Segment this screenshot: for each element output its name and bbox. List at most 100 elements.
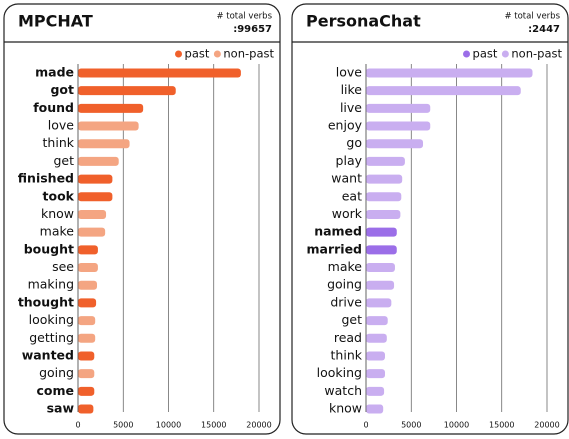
y-tick-label: married	[307, 241, 363, 256]
bar	[78, 298, 97, 308]
x-tick-label: 5000	[401, 421, 421, 430]
bar	[366, 86, 521, 96]
y-tick-label: finished	[18, 171, 74, 186]
y-tick-label: thought	[18, 294, 74, 309]
y-tick-label: get	[53, 153, 74, 168]
bar	[366, 227, 397, 237]
bar	[78, 386, 95, 396]
legend-label: past	[473, 47, 498, 61]
x-tick-label: 15000	[201, 421, 226, 430]
bar	[78, 263, 98, 273]
bar	[78, 174, 113, 184]
y-tick-label: named	[314, 224, 362, 239]
y-tick-label: looking	[317, 365, 362, 380]
y-tick-label: live	[340, 100, 362, 115]
bar	[78, 156, 119, 166]
y-tick-label: think	[331, 347, 363, 362]
bar	[78, 404, 94, 414]
bar	[78, 192, 113, 202]
y-tick-label: get	[341, 312, 362, 327]
legend-label: non-past	[223, 47, 274, 61]
bar	[78, 245, 98, 255]
bar	[78, 139, 130, 149]
y-tick-label: read	[334, 330, 362, 345]
bar	[366, 192, 402, 202]
y-tick-label: enjoy	[328, 118, 363, 133]
y-tick-label: eat	[342, 188, 362, 203]
legend-label: past	[185, 47, 210, 61]
x-tick-label: 10000	[156, 421, 181, 430]
y-tick-label: found	[33, 100, 74, 115]
bar	[78, 351, 95, 361]
bar	[366, 121, 431, 131]
y-tick-label: want	[331, 171, 362, 186]
y-tick-label: know	[41, 206, 74, 221]
y-tick-label: know	[329, 401, 362, 416]
x-tick-label: 5000	[113, 421, 133, 430]
bar	[366, 351, 386, 361]
bar	[78, 369, 95, 379]
bar	[366, 139, 424, 149]
legend-swatch	[501, 50, 509, 58]
y-tick-label: like	[341, 82, 363, 97]
bar	[366, 316, 388, 326]
y-tick-label: work	[332, 206, 363, 221]
y-tick-label: got	[50, 82, 74, 97]
y-tick-label: love	[48, 118, 75, 133]
bar	[366, 209, 401, 219]
bar	[366, 68, 533, 78]
y-tick-label: make	[40, 224, 75, 239]
legend-swatch	[463, 50, 471, 58]
bar	[366, 263, 395, 273]
y-tick-label: saw	[47, 401, 75, 416]
bar	[366, 280, 395, 290]
bar	[78, 68, 241, 78]
bar	[366, 404, 384, 414]
x-tick-label: 15000	[489, 421, 514, 430]
bar	[78, 280, 98, 290]
panel	[3, 3, 281, 435]
y-tick-label: make	[328, 259, 363, 274]
y-tick-label: going	[39, 365, 74, 380]
y-tick-label: drive	[330, 294, 362, 309]
total-label: # total verbs	[504, 12, 560, 22]
y-tick-label: making	[28, 277, 74, 292]
y-tick-label: wanted	[22, 347, 74, 362]
y-tick-label: play	[336, 153, 363, 168]
y-tick-label: going	[327, 277, 362, 292]
total-value: :99657	[233, 24, 272, 35]
bar	[78, 333, 96, 343]
bar	[78, 86, 176, 96]
x-tick-label: 10000	[444, 421, 469, 430]
y-tick-label: think	[43, 135, 75, 150]
bar	[366, 103, 431, 113]
y-tick-label: see	[52, 259, 74, 274]
total-value: :2447	[528, 24, 560, 35]
panel-title: MPCHAT	[18, 12, 93, 31]
x-tick-label: 20000	[246, 421, 271, 430]
bar	[78, 209, 107, 219]
y-tick-label: watch	[324, 383, 362, 398]
bar	[78, 227, 106, 237]
y-tick-label: took	[43, 188, 75, 203]
x-tick-label: 0	[75, 421, 80, 430]
bar	[366, 333, 387, 343]
y-tick-label: bought	[24, 241, 74, 256]
y-tick-label: go	[346, 135, 362, 150]
y-tick-label: come	[37, 383, 75, 398]
y-tick-label: love	[336, 65, 363, 80]
bar	[366, 298, 392, 308]
bar	[366, 369, 386, 379]
legend-label: non-past	[511, 47, 562, 61]
bar	[366, 245, 397, 255]
bar	[78, 121, 139, 131]
bar	[366, 156, 405, 166]
total-label: # total verbs	[216, 12, 272, 22]
panel	[291, 3, 569, 435]
bar	[78, 103, 144, 113]
y-tick-label: made	[35, 65, 74, 80]
y-tick-label: looking	[29, 312, 74, 327]
x-tick-label: 20000	[534, 421, 559, 430]
y-tick-label: getting	[29, 330, 74, 345]
